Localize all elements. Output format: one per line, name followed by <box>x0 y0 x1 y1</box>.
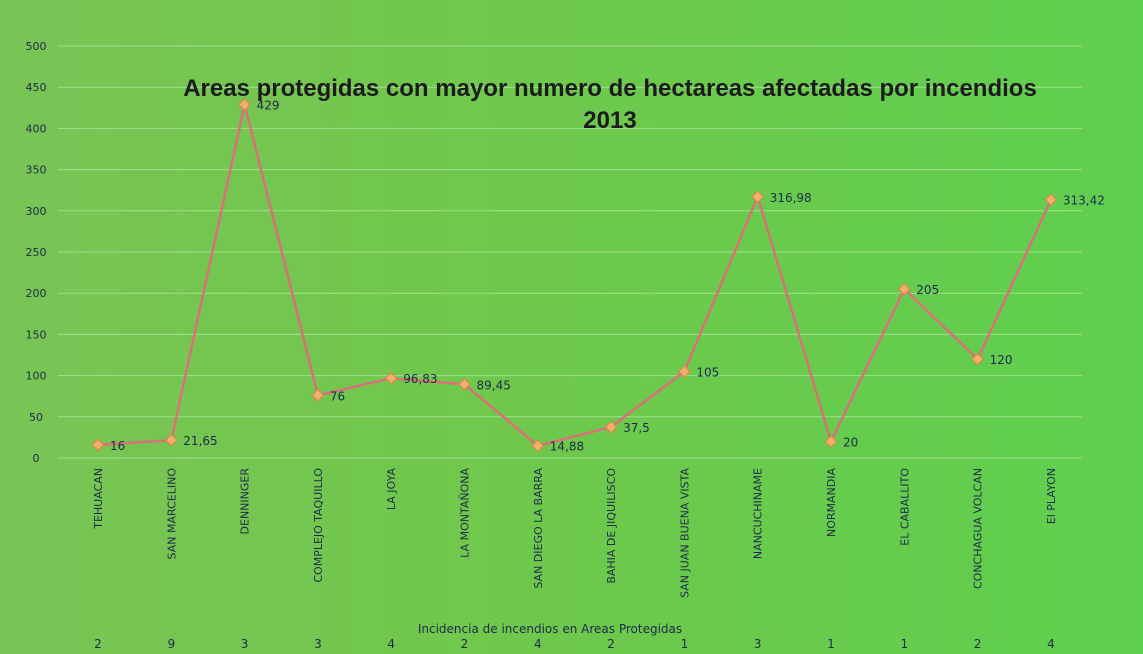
data-point-marker <box>531 439 545 453</box>
chart-title: Areas protegidas con mayor numero de hec… <box>183 75 1037 102</box>
data-point-marker <box>678 365 691 378</box>
incidence-value: 1 <box>900 637 908 651</box>
data-label: 89,45 <box>477 378 511 392</box>
y-tick-label: 50 <box>29 411 43 424</box>
data-labels: 16 21,65 429 76 96,83 89,45 14,88 37,5 105 316,98… <box>110 99 1105 454</box>
incidence-values: 2 9 3 3 4 2 4 2 1 3 1 1 2 4 <box>94 637 1055 651</box>
data-point-marker <box>971 352 984 366</box>
x-axis-categories: TEHUACAN SAN MARCELINO DENNINGER COMPLEJO T… <box>92 468 1058 598</box>
data-label: 14,88 <box>550 440 584 454</box>
y-tick-label: 400 <box>26 122 47 135</box>
data-point-marker <box>384 371 398 385</box>
incidence-value: 4 <box>1047 637 1055 651</box>
data-label: 105 <box>696 365 719 379</box>
data-point-marker <box>164 433 178 447</box>
incidence-value: 3 <box>754 637 762 651</box>
data-label: 21,65 <box>183 434 217 448</box>
incidence-value: 3 <box>241 637 249 651</box>
category-label: LA MONTAÑONA <box>459 468 472 558</box>
y-tick-label: 500 <box>26 40 47 53</box>
category-label: El PLAYON <box>1045 468 1058 524</box>
y-tick-label: 250 <box>26 246 47 259</box>
data-label: 76 <box>330 389 345 403</box>
incidence-value: 4 <box>387 637 395 651</box>
data-label: 313,42 <box>1063 194 1105 208</box>
data-label: 96,83 <box>403 372 437 386</box>
incidence-value: 2 <box>461 637 469 651</box>
data-point-marker <box>311 389 325 402</box>
data-point-marker <box>824 435 838 448</box>
incidence-value: 4 <box>534 637 542 651</box>
category-label: COMPLEJO TAQUILLO <box>312 468 325 583</box>
category-label: LA JOYA <box>385 468 398 511</box>
data-point-marker <box>458 377 471 391</box>
data-point-marker <box>1044 193 1058 207</box>
category-label: SAN MARCELINO <box>165 468 178 560</box>
category-label: CONCHAGUA VOLCAN <box>972 468 985 589</box>
y-tick-label: 0 <box>33 452 40 465</box>
data-point-marker <box>604 420 618 434</box>
data-point-marker <box>897 282 911 296</box>
incidence-value: 9 <box>167 637 175 651</box>
data-label: 205 <box>916 283 939 297</box>
data-label: 20 <box>843 436 858 450</box>
data-label: 316,98 <box>770 191 812 205</box>
data-point-marker <box>751 190 765 204</box>
category-label: TEHUACAN <box>92 468 105 530</box>
y-tick-label: 450 <box>26 81 47 94</box>
category-label: SAN DIEGO LA BARRA <box>532 468 545 589</box>
incidence-value: 2 <box>94 637 102 651</box>
incidence-value: 1 <box>681 637 689 651</box>
x-axis-label: Incidencia de incendios en Areas Protegi… <box>418 622 682 636</box>
data-label: 16 <box>110 439 125 453</box>
incidence-value: 3 <box>314 637 322 651</box>
y-tick-label: 350 <box>26 164 47 177</box>
category-label: BAHIA DE JIQUILISCO <box>605 468 618 584</box>
series-line <box>97 103 1053 447</box>
chart-subtitle: 2013 <box>583 107 636 134</box>
category-label: EL CABALLITO <box>898 468 911 546</box>
gridlines <box>58 45 1082 459</box>
series-polyline <box>97 103 1053 447</box>
y-axis-ticks: 0 50 100 150 200 250 300 350 400 450 500 <box>26 40 47 465</box>
data-label: 429 <box>257 99 280 113</box>
incidence-value: 2 <box>974 637 982 651</box>
y-tick-label: 100 <box>26 370 47 383</box>
incidence-value: 1 <box>827 637 835 651</box>
data-point-marker <box>91 438 105 452</box>
data-label: 120 <box>990 353 1013 367</box>
category-label: SAN JUAN BUENA VISTA <box>678 468 691 598</box>
data-point-marker <box>238 98 251 111</box>
series-markers <box>91 98 1058 453</box>
category-label: NANCUCHINAME <box>752 468 765 559</box>
y-tick-label: 200 <box>26 287 47 300</box>
incidence-value: 2 <box>607 637 615 651</box>
category-label: DENNINGER <box>239 468 252 535</box>
category-label: NORMANDIA <box>825 468 838 537</box>
y-tick-label: 150 <box>26 328 47 341</box>
data-label: 37,5 <box>623 421 650 435</box>
y-tick-label: 300 <box>26 205 47 218</box>
